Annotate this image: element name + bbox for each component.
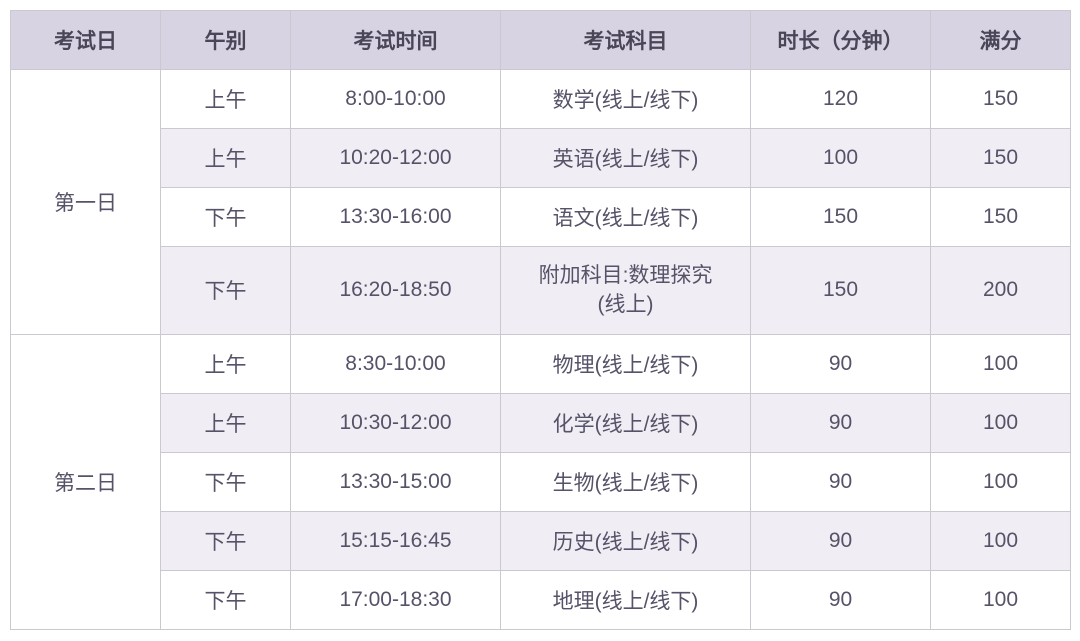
table-row: 第二日上午8:30-10:00物理(线上/线下)90100 <box>11 334 1071 393</box>
time-cell: 13:30-16:00 <box>291 188 501 247</box>
duration-cell: 150 <box>751 188 931 247</box>
table-body: 第一日上午8:00-10:00数学(线上/线下)120150上午10:20-12… <box>11 70 1071 630</box>
col-header-day: 考试日 <box>11 11 161 70</box>
full-cell: 150 <box>931 188 1071 247</box>
time-cell: 8:30-10:00 <box>291 334 501 393</box>
table-row: 上午10:20-12:00英语(线上/线下)100150 <box>11 129 1071 188</box>
duration-cell: 100 <box>751 129 931 188</box>
full-cell: 200 <box>931 247 1071 335</box>
session-cell: 下午 <box>161 247 291 335</box>
session-cell: 上午 <box>161 129 291 188</box>
subject-cell: 化学(线上/线下) <box>501 393 751 452</box>
full-cell: 100 <box>931 334 1071 393</box>
subject-cell: 生物(线上/线下) <box>501 452 751 511</box>
duration-cell: 120 <box>751 70 931 129</box>
duration-cell: 90 <box>751 393 931 452</box>
session-cell: 下午 <box>161 188 291 247</box>
subject-cell: 英语(线上/线下) <box>501 129 751 188</box>
subject-cell: 语文(线上/线下) <box>501 188 751 247</box>
session-cell: 下午 <box>161 452 291 511</box>
subject-cell: 数学(线上/线下) <box>501 70 751 129</box>
session-cell: 上午 <box>161 70 291 129</box>
subject-cell: 历史(线上/线下) <box>501 511 751 570</box>
exam-schedule-table: 考试日 午别 考试时间 考试科目 时长（分钟） 满分 第一日上午8:00-10:… <box>10 10 1071 630</box>
duration-cell: 90 <box>751 452 931 511</box>
table-row: 下午16:20-18:50附加科目:数理探究(线上)150200 <box>11 247 1071 335</box>
duration-cell: 90 <box>751 570 931 629</box>
col-header-subject: 考试科目 <box>501 11 751 70</box>
col-header-session: 午别 <box>161 11 291 70</box>
table-header-row: 考试日 午别 考试时间 考试科目 时长（分钟） 满分 <box>11 11 1071 70</box>
day-cell: 第二日 <box>11 334 161 629</box>
day-cell: 第一日 <box>11 70 161 335</box>
full-cell: 150 <box>931 129 1071 188</box>
subject-cell: 附加科目:数理探究(线上) <box>501 247 751 335</box>
full-cell: 100 <box>931 511 1071 570</box>
time-cell: 15:15-16:45 <box>291 511 501 570</box>
subject-cell: 物理(线上/线下) <box>501 334 751 393</box>
session-cell: 下午 <box>161 570 291 629</box>
col-header-duration: 时长（分钟） <box>751 11 931 70</box>
col-header-full: 满分 <box>931 11 1071 70</box>
table-row: 第一日上午8:00-10:00数学(线上/线下)120150 <box>11 70 1071 129</box>
table-row: 下午17:00-18:30地理(线上/线下)90100 <box>11 570 1071 629</box>
full-cell: 100 <box>931 452 1071 511</box>
time-cell: 13:30-15:00 <box>291 452 501 511</box>
time-cell: 8:00-10:00 <box>291 70 501 129</box>
table-row: 下午15:15-16:45历史(线上/线下)90100 <box>11 511 1071 570</box>
time-cell: 10:30-12:00 <box>291 393 501 452</box>
table-row: 下午13:30-16:00语文(线上/线下)150150 <box>11 188 1071 247</box>
duration-cell: 90 <box>751 511 931 570</box>
time-cell: 10:20-12:00 <box>291 129 501 188</box>
full-cell: 100 <box>931 570 1071 629</box>
session-cell: 下午 <box>161 511 291 570</box>
full-cell: 150 <box>931 70 1071 129</box>
time-cell: 16:20-18:50 <box>291 247 501 335</box>
duration-cell: 150 <box>751 247 931 335</box>
col-header-time: 考试时间 <box>291 11 501 70</box>
table-row: 上午10:30-12:00化学(线上/线下)90100 <box>11 393 1071 452</box>
session-cell: 上午 <box>161 393 291 452</box>
session-cell: 上午 <box>161 334 291 393</box>
time-cell: 17:00-18:30 <box>291 570 501 629</box>
subject-cell: 地理(线上/线下) <box>501 570 751 629</box>
duration-cell: 90 <box>751 334 931 393</box>
full-cell: 100 <box>931 393 1071 452</box>
table-row: 下午13:30-15:00生物(线上/线下)90100 <box>11 452 1071 511</box>
